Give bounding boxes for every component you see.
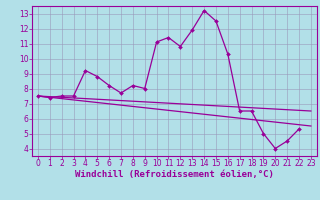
X-axis label: Windchill (Refroidissement éolien,°C): Windchill (Refroidissement éolien,°C) [75,170,274,179]
